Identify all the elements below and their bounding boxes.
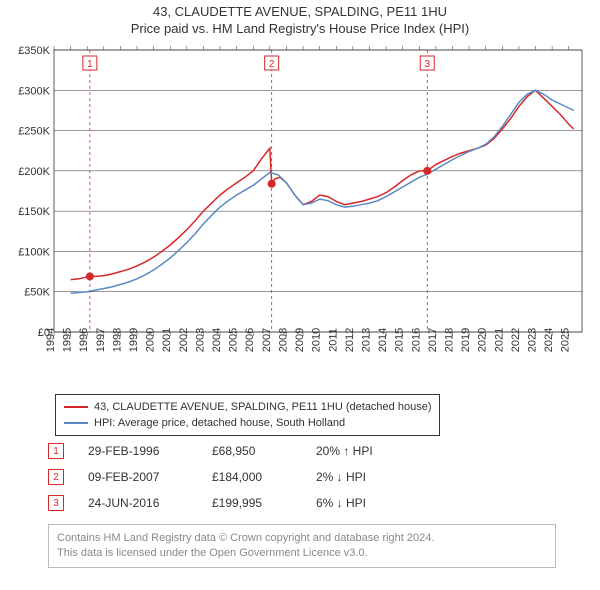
chart-title-subtitle: Price paid vs. HM Land Registry's House … bbox=[0, 21, 600, 36]
chart-svg: £0£50K£100K£150K£200K£250K£300K£350K1994… bbox=[8, 46, 592, 386]
svg-text:2014: 2014 bbox=[377, 328, 389, 352]
sale-delta-1: 20% ↑ HPI bbox=[316, 444, 426, 458]
attribution-line1: Contains HM Land Registry data © Crown c… bbox=[57, 531, 547, 546]
svg-text:1995: 1995 bbox=[62, 328, 74, 352]
svg-text:£100K: £100K bbox=[18, 246, 50, 258]
svg-text:2004: 2004 bbox=[211, 328, 223, 352]
svg-text:2006: 2006 bbox=[244, 328, 256, 352]
svg-text:2008: 2008 bbox=[277, 328, 289, 352]
svg-text:£300K: £300K bbox=[18, 85, 50, 97]
sale-marker-1: 1 bbox=[48, 443, 64, 459]
svg-text:£150K: £150K bbox=[18, 206, 50, 218]
svg-text:2017: 2017 bbox=[427, 328, 439, 352]
svg-text:2018: 2018 bbox=[443, 328, 455, 352]
svg-text:£200K: £200K bbox=[18, 166, 50, 178]
svg-text:2024: 2024 bbox=[543, 328, 555, 352]
legend-row-property: 43, CLAUDETTE AVENUE, SPALDING, PE11 1HU… bbox=[64, 399, 431, 415]
sales-table: 1 29-FEB-1996 £68,950 20% ↑ HPI 2 09-FEB… bbox=[48, 438, 426, 516]
svg-text:2025: 2025 bbox=[560, 328, 572, 352]
svg-text:2001: 2001 bbox=[161, 328, 173, 352]
svg-text:2002: 2002 bbox=[178, 328, 190, 352]
svg-text:2007: 2007 bbox=[261, 328, 273, 352]
svg-text:£50K: £50K bbox=[24, 287, 50, 299]
sale-price-2: £184,000 bbox=[212, 470, 292, 484]
attribution-line2: This data is licensed under the Open Gov… bbox=[57, 546, 547, 561]
chart-legend: 43, CLAUDETTE AVENUE, SPALDING, PE11 1HU… bbox=[55, 394, 440, 436]
svg-text:2019: 2019 bbox=[460, 328, 472, 352]
svg-text:3: 3 bbox=[424, 59, 430, 70]
sale-price-3: £199,995 bbox=[212, 496, 292, 510]
page-root: 43, CLAUDETTE AVENUE, SPALDING, PE11 1HU… bbox=[0, 0, 600, 590]
svg-text:1: 1 bbox=[87, 59, 93, 70]
svg-text:2000: 2000 bbox=[145, 328, 157, 352]
svg-text:2013: 2013 bbox=[360, 328, 372, 352]
sale-date-1: 29-FEB-1996 bbox=[88, 444, 188, 458]
sale-price-1: £68,950 bbox=[212, 444, 292, 458]
svg-text:£250K: £250K bbox=[18, 126, 50, 138]
svg-text:1999: 1999 bbox=[128, 328, 140, 352]
svg-text:2023: 2023 bbox=[527, 328, 539, 352]
chart-title-address: 43, CLAUDETTE AVENUE, SPALDING, PE11 1HU bbox=[0, 4, 600, 19]
legend-swatch-hpi bbox=[64, 422, 88, 424]
sale-delta-2: 2% ↓ HPI bbox=[316, 470, 426, 484]
svg-text:2010: 2010 bbox=[311, 328, 323, 352]
legend-row-hpi: HPI: Average price, detached house, Sout… bbox=[64, 415, 431, 431]
sale-date-2: 09-FEB-2007 bbox=[88, 470, 188, 484]
svg-text:1997: 1997 bbox=[95, 328, 107, 352]
sale-row-3: 3 24-JUN-2016 £199,995 6% ↓ HPI bbox=[48, 490, 426, 516]
svg-text:2005: 2005 bbox=[228, 328, 240, 352]
legend-swatch-property bbox=[64, 406, 88, 408]
svg-text:1996: 1996 bbox=[78, 328, 90, 352]
svg-text:£350K: £350K bbox=[18, 46, 50, 57]
legend-label-hpi: HPI: Average price, detached house, Sout… bbox=[94, 415, 345, 431]
svg-text:2016: 2016 bbox=[410, 328, 422, 352]
attribution-box: Contains HM Land Registry data © Crown c… bbox=[48, 524, 556, 568]
svg-text:1994: 1994 bbox=[45, 328, 57, 352]
svg-text:2015: 2015 bbox=[394, 328, 406, 352]
svg-text:2009: 2009 bbox=[294, 328, 306, 352]
legend-label-property: 43, CLAUDETTE AVENUE, SPALDING, PE11 1HU… bbox=[94, 399, 431, 415]
sale-row-1: 1 29-FEB-1996 £68,950 20% ↑ HPI bbox=[48, 438, 426, 464]
svg-text:2021: 2021 bbox=[493, 328, 505, 352]
svg-text:2012: 2012 bbox=[344, 328, 356, 352]
svg-text:2: 2 bbox=[269, 59, 275, 70]
svg-text:2020: 2020 bbox=[477, 328, 489, 352]
sale-marker-2: 2 bbox=[48, 469, 64, 485]
svg-text:1998: 1998 bbox=[111, 328, 123, 352]
sale-date-3: 24-JUN-2016 bbox=[88, 496, 188, 510]
sale-marker-3: 3 bbox=[48, 495, 64, 511]
sale-delta-3: 6% ↓ HPI bbox=[316, 496, 426, 510]
svg-text:2022: 2022 bbox=[510, 328, 522, 352]
sale-row-2: 2 09-FEB-2007 £184,000 2% ↓ HPI bbox=[48, 464, 426, 490]
price-chart: £0£50K£100K£150K£200K£250K£300K£350K1994… bbox=[8, 46, 592, 386]
chart-title-block: 43, CLAUDETTE AVENUE, SPALDING, PE11 1HU… bbox=[0, 0, 600, 36]
svg-text:2003: 2003 bbox=[194, 328, 206, 352]
